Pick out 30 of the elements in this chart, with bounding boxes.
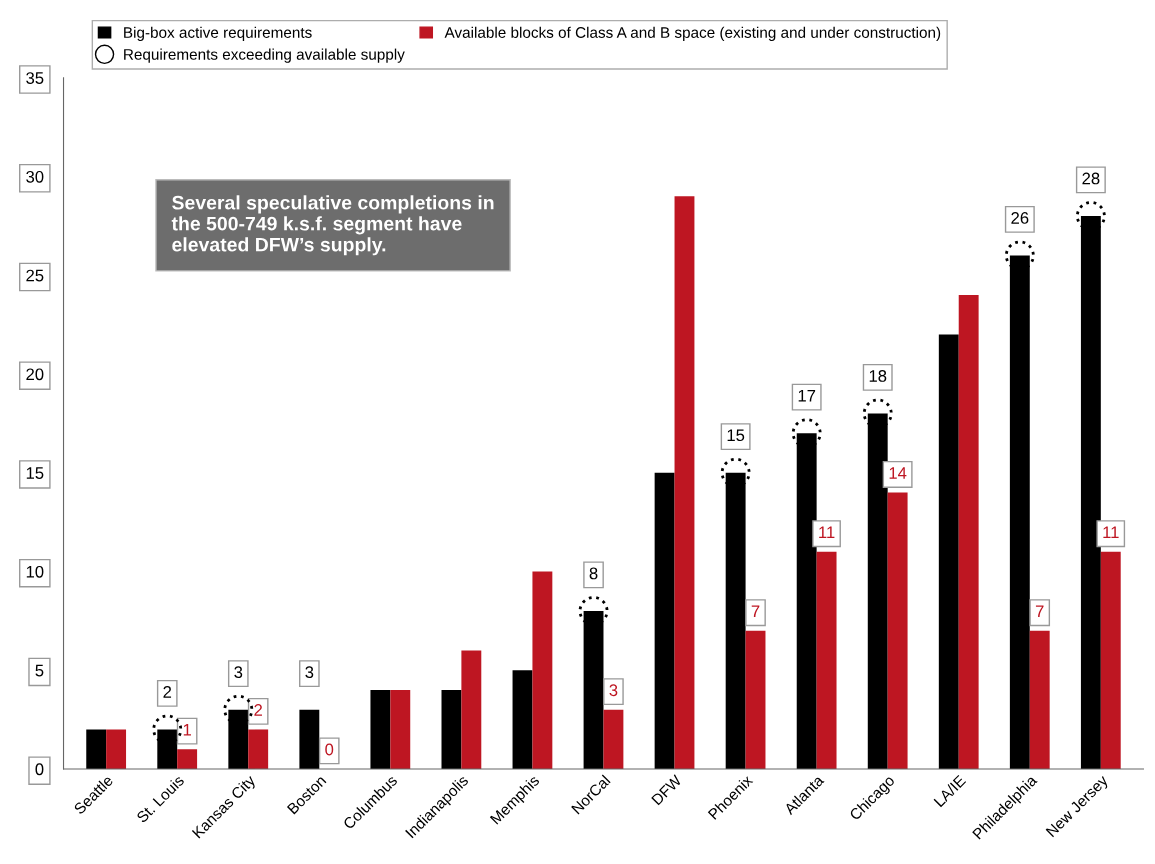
y-tick-label: 35 bbox=[26, 72, 44, 84]
data-label: 3 bbox=[234, 666, 243, 679]
data-label: 8 bbox=[589, 567, 598, 580]
data-label: 17 bbox=[798, 389, 816, 402]
legend-label: Big-box active requirements bbox=[124, 26, 312, 41]
data-label: 11 bbox=[1103, 526, 1119, 538]
y-tick-label: 20 bbox=[26, 368, 44, 381]
data-label: 28 bbox=[1082, 172, 1100, 185]
data-label: 18 bbox=[869, 370, 887, 382]
data-label: 2 bbox=[254, 704, 262, 716]
data-label: 3 bbox=[609, 684, 618, 697]
data-label: 15 bbox=[727, 429, 745, 442]
y-tick-label: 5 bbox=[35, 664, 44, 677]
y-tick-label: 0 bbox=[35, 763, 44, 776]
annotation: Several speculative completions in the 500-749 k.s.f. segment have elevated DFW’s supply. bbox=[171, 195, 494, 256]
y-tick-label: 10 bbox=[26, 565, 44, 578]
data-label: 26 bbox=[1011, 212, 1029, 224]
data-label: 3 bbox=[305, 666, 314, 679]
data-label: 11 bbox=[819, 526, 835, 538]
data-label: 14 bbox=[889, 467, 907, 479]
y-tick-label: 30 bbox=[26, 170, 44, 183]
legend-label: Available blocks of Class A and B space (existing and under construction) bbox=[444, 26, 941, 41]
legend-label: Requirements exceeding available supply bbox=[124, 48, 405, 63]
data-label: 0 bbox=[325, 743, 334, 756]
data-label: 2 bbox=[163, 686, 172, 698]
data-label: 1 bbox=[183, 724, 191, 736]
data-label: 7 bbox=[1035, 605, 1044, 617]
data-label: 7 bbox=[751, 605, 760, 617]
y-tick-label: 25 bbox=[26, 269, 44, 282]
y-tick-label: 15 bbox=[26, 467, 44, 479]
